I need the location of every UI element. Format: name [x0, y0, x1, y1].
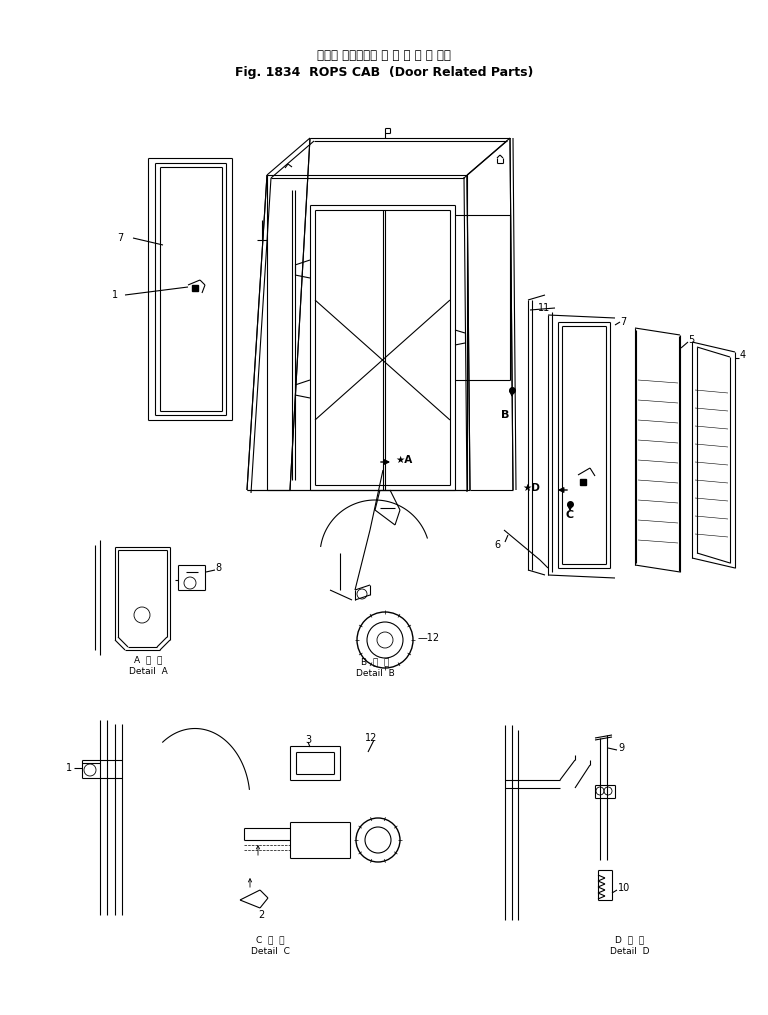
Text: 4: 4: [740, 350, 746, 360]
Text: C: C: [566, 510, 574, 520]
Text: 1: 1: [112, 290, 118, 300]
Text: Detail  C: Detail C: [250, 947, 290, 956]
Text: B  詳  解: B 詳 解: [361, 658, 389, 667]
Text: 11: 11: [538, 303, 550, 313]
Text: ★A: ★A: [395, 455, 412, 465]
Text: 1: 1: [66, 763, 72, 773]
Text: Detail  A: Detail A: [128, 668, 167, 677]
Text: Detail  B: Detail B: [356, 670, 395, 678]
Text: A  詳  解: A 詳 解: [134, 656, 162, 665]
Text: 5: 5: [688, 335, 694, 345]
Text: 3: 3: [305, 735, 311, 745]
Text: 8: 8: [215, 563, 221, 573]
Text: ★D: ★D: [522, 483, 540, 493]
Text: C  詳  解: C 詳 解: [256, 936, 284, 945]
Text: 2: 2: [258, 910, 264, 920]
Text: 10: 10: [618, 883, 631, 893]
Text: B: B: [501, 410, 509, 420]
Text: 6: 6: [494, 540, 500, 550]
Text: Fig. 1834  ROPS CAB  (Door Related Parts): Fig. 1834 ROPS CAB (Door Related Parts): [235, 66, 533, 78]
Text: 12: 12: [365, 733, 377, 743]
Text: 7: 7: [620, 317, 626, 327]
Text: 9: 9: [618, 743, 624, 753]
Text: ロプス キャブ（ド ア ー 関 連 部 品）: ロプス キャブ（ド ア ー 関 連 部 品）: [317, 49, 451, 62]
Text: 7: 7: [117, 233, 123, 243]
Text: D  詳  解: D 詳 解: [615, 936, 644, 945]
Text: —12: —12: [418, 633, 440, 642]
Text: Detail  D: Detail D: [611, 947, 650, 956]
